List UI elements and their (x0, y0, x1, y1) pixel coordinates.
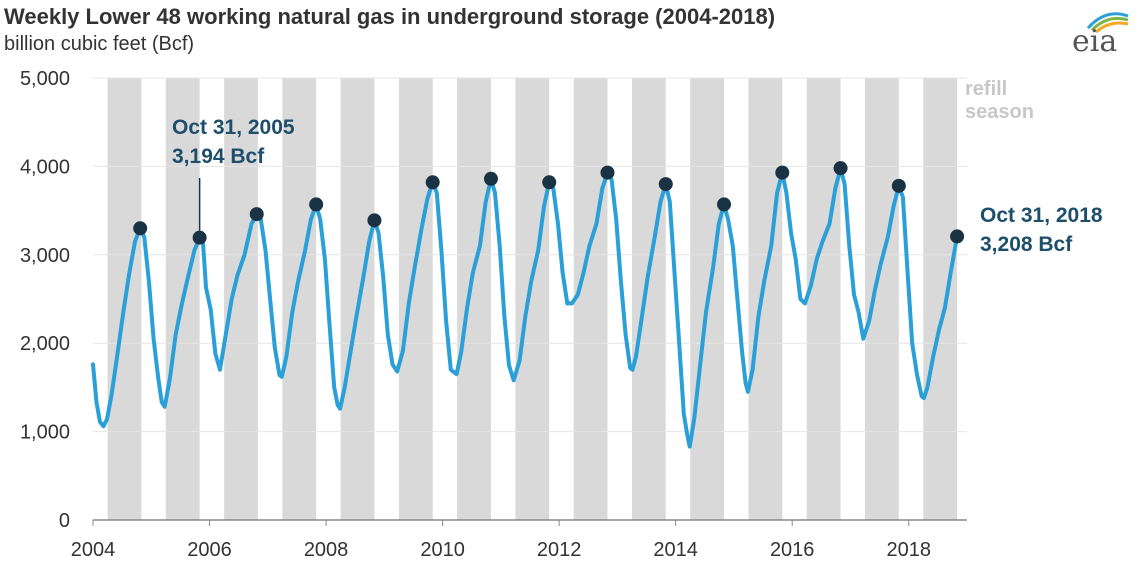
annotation-text: Oct 31, 2018 (980, 204, 1103, 227)
chart-subtitle: billion cubic feet (Bcf) (4, 33, 195, 55)
eia-logo: eia (1068, 6, 1134, 60)
x-tick-label: 2004 (71, 539, 116, 561)
axes: 0 1,000 2,000 3,000 4,000 5,000 2004 2006 2008 20… (20, 68, 967, 561)
refill-season-band (457, 78, 491, 520)
peak-marker (249, 207, 264, 222)
y-tick-label: 2,000 (20, 333, 70, 355)
chart-title: Weekly Lower 48 working natural gas in u… (4, 4, 776, 29)
refill-season-label: refill season (965, 78, 1034, 123)
x-tick-label: 2018 (886, 539, 931, 561)
x-tick-label: 2014 (653, 539, 698, 561)
y-tick-label: 0 (59, 510, 70, 532)
peak-marker (717, 197, 732, 212)
peak-marker (425, 175, 440, 190)
refill-season-band (806, 78, 841, 520)
x-tick-label: 2008 (304, 539, 349, 561)
peak-marker (309, 197, 324, 212)
refill-season-label-line: season (965, 101, 1034, 123)
series-line (91, 166, 960, 449)
series-storage (91, 166, 960, 449)
y-tick-label: 5,000 (20, 68, 70, 90)
peak-markers (133, 161, 965, 245)
refill-season-bands: refill season (107, 78, 1034, 520)
peak-marker (950, 229, 965, 244)
annotation-text: 3,208 Bcf (980, 233, 1073, 256)
y-tick-label: 4,000 (20, 156, 70, 178)
x-tick-label: 2006 (187, 539, 232, 561)
peak-marker (833, 161, 848, 176)
refill-season-band (398, 78, 433, 520)
peak-marker (775, 165, 790, 180)
refill-season-band (923, 78, 958, 520)
refill-season-band (515, 78, 550, 520)
refill-season-band (631, 78, 666, 520)
x-tick-label: 2016 (770, 539, 815, 561)
refill-season-band (865, 78, 899, 520)
eia-logo-text: eia (1072, 24, 1118, 59)
refill-season-band (748, 78, 783, 520)
y-tick-label: 1,000 (20, 422, 70, 444)
peak-marker (658, 177, 673, 192)
refill-season-band (573, 78, 608, 520)
peak-marker (483, 171, 498, 186)
refill-season-band (282, 78, 317, 520)
refill-season-label-line: refill (965, 78, 1007, 100)
peak-marker (367, 213, 382, 228)
annotation-text: 3,194 Bcf (172, 145, 265, 168)
annotation-text: Oct 31, 2005 (172, 116, 295, 139)
peak-marker (133, 221, 148, 236)
gridlines (93, 77, 967, 433)
peak-marker (891, 178, 906, 193)
peak-marker (192, 230, 207, 245)
peak-marker (600, 165, 615, 180)
y-tick-label: 3,000 (20, 245, 70, 267)
peak-marker (542, 175, 557, 190)
eia-logo-arcs-icon (1086, 12, 1129, 34)
annotations: Oct 31, 2005 3,194 Bcf Oct 31, 2018 3,208 B… (172, 116, 1103, 256)
x-tick-label: 2010 (420, 539, 465, 561)
x-tick-label: 2012 (537, 539, 582, 561)
